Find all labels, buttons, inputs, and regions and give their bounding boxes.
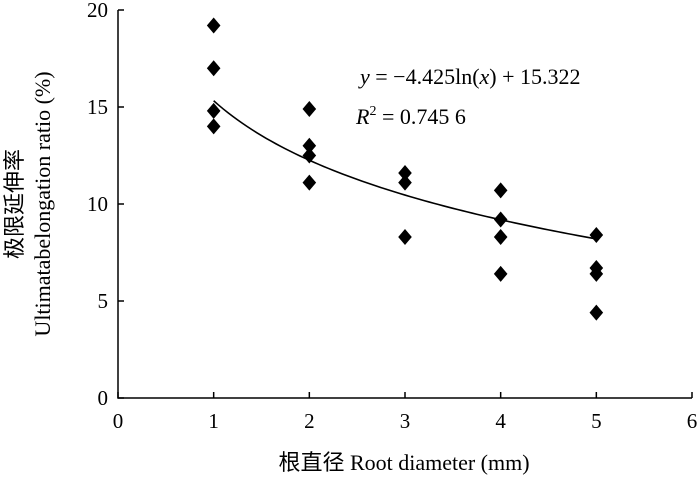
data-point: [206, 118, 221, 135]
x-tick-label: 2: [304, 409, 315, 433]
data-point: [493, 228, 508, 245]
data-markers: [206, 17, 604, 321]
r2-superscript: 2: [369, 104, 376, 119]
x-tick-label: 6: [687, 409, 698, 433]
data-point: [206, 17, 221, 34]
data-point: [589, 304, 604, 321]
data-point: [302, 174, 317, 191]
x-tick-label: 4: [495, 409, 506, 433]
data-point: [206, 102, 221, 119]
data-point: [398, 174, 412, 191]
y-tick-label: 5: [98, 289, 109, 313]
y-tick-label: 10: [87, 192, 108, 216]
equation-part-2: ) + 15.322: [489, 64, 580, 89]
data-point: [398, 228, 412, 245]
trendline: [213, 100, 597, 240]
data-point: [302, 147, 317, 164]
data-point: [589, 265, 604, 282]
r2-value: = 0.745 6: [376, 104, 465, 129]
y-axis-title-en: Ultimatabelongation ratio (%): [30, 71, 55, 336]
x-tick-label: 1: [208, 409, 219, 433]
data-point: [589, 227, 604, 244]
x-tick-label: 5: [591, 409, 602, 433]
y-axis-title-cn: 极限延伸率: [2, 149, 27, 259]
y-tick-label: 20: [87, 0, 108, 22]
x-axis-title: 根直径 Root diameter (mm): [278, 450, 529, 475]
equation-y-var: y: [358, 64, 370, 89]
y-tick-label: 0: [98, 386, 109, 410]
data-point: [302, 100, 317, 117]
data-point: [398, 164, 412, 181]
trend-equation: y = −4.425ln(x) + 15.322: [358, 64, 581, 89]
r-squared-label: R2 = 0.745 6: [355, 104, 466, 129]
tick-marks: [117, 9, 693, 399]
data-point: [493, 211, 508, 228]
data-point: [493, 265, 508, 282]
r2-r: R: [355, 104, 370, 129]
tick-labels: 0 1 2 3 4 5 6 0 5 10 15 20: [87, 0, 697, 433]
x-tick-label: 3: [400, 409, 411, 433]
x-tick-label: 0: [113, 409, 124, 433]
equation-part-1: = −4.425ln(: [370, 64, 480, 89]
data-point: [206, 60, 221, 77]
y-tick-label: 15: [87, 95, 108, 119]
equation-x-var: x: [479, 64, 490, 89]
data-point: [302, 137, 317, 154]
data-point: [493, 182, 508, 199]
